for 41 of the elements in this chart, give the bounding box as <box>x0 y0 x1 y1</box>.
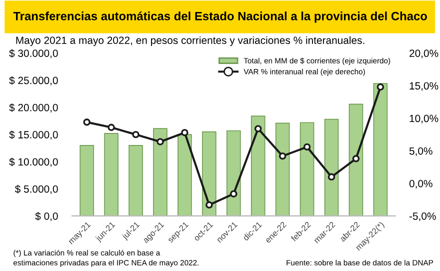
point <box>254 125 262 132</box>
bar <box>80 144 94 216</box>
point <box>230 190 238 198</box>
point <box>83 118 90 126</box>
point <box>132 130 140 138</box>
bar <box>226 130 241 216</box>
bar <box>275 122 290 216</box>
point <box>328 173 336 181</box>
point <box>206 201 213 209</box>
y-tick-label: $ 30.000,0 <box>9 49 58 58</box>
y-tick-label: $ 25.000,0 <box>9 76 58 86</box>
y-tick-label: $ 5.000,0 <box>14 184 58 194</box>
point <box>156 138 164 146</box>
y2-tick-label: 10,0% <box>410 114 438 124</box>
y-tick-label: $ 15.000,0 <box>9 130 58 140</box>
point <box>352 155 360 162</box>
y-tick-label: $ 20.000,0 <box>9 103 58 113</box>
point <box>108 124 115 131</box>
bar <box>153 128 168 216</box>
chart-title: Transferencias automáticas del Estado Nacional a la provincia del Chaco <box>13 11 427 23</box>
bar <box>373 83 388 216</box>
bar <box>128 144 143 216</box>
y2-tick-label: -5,0% <box>409 212 436 222</box>
bar <box>324 118 339 216</box>
bar <box>202 131 216 216</box>
bar <box>104 133 118 216</box>
y2-tick-label: 15,0% <box>410 82 438 91</box>
chart-subtitle: Mayo 2021 a mayo 2022, en pesos corrientes y variaciones % interanuales. <box>16 36 364 46</box>
bar <box>300 122 314 216</box>
y2-tick-label: 5,0% <box>409 147 432 156</box>
point <box>303 143 311 151</box>
y2-tick-label: 20,0% <box>410 50 438 58</box>
point <box>278 152 286 160</box>
bar <box>178 134 192 216</box>
y2-tick-label: 0,0% <box>409 180 432 189</box>
y-tick-label: $ 0,0 <box>35 212 58 222</box>
y-tick-label: $ 10.000,0 <box>9 158 58 167</box>
bar <box>348 104 364 216</box>
point <box>376 83 384 91</box>
bar <box>250 116 266 216</box>
point <box>181 128 188 136</box>
